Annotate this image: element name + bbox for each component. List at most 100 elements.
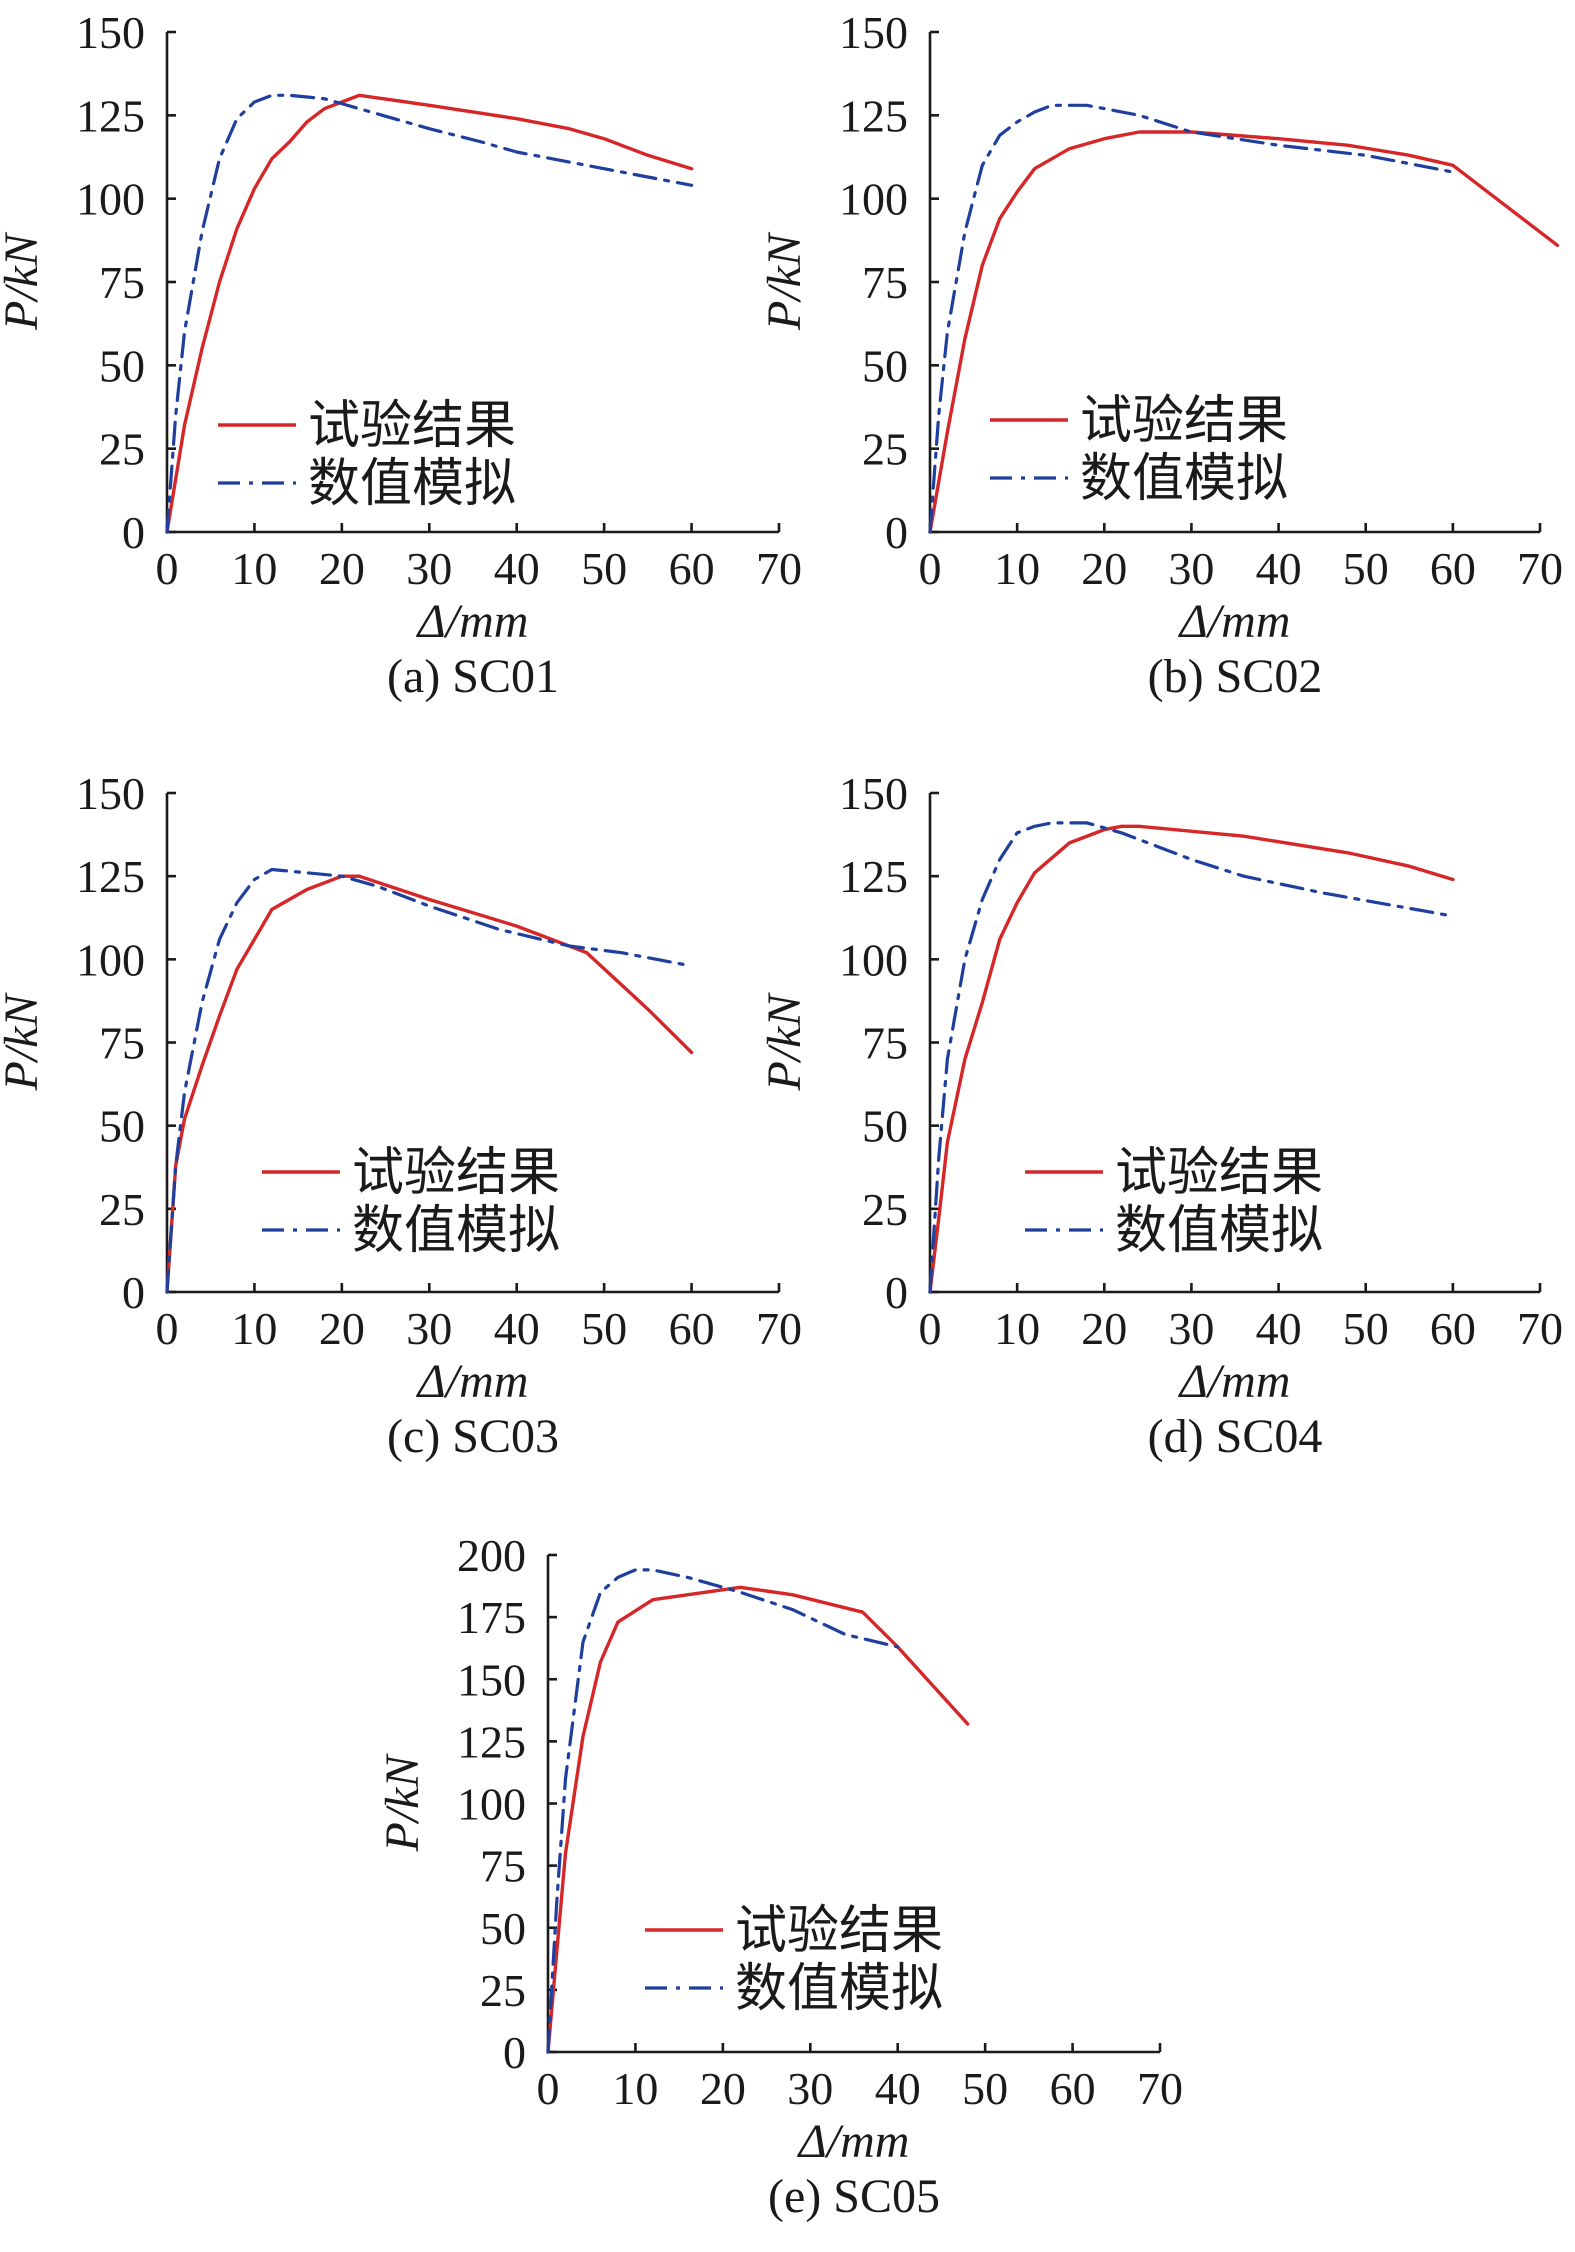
x-axis-label: Δ/mm: [1178, 595, 1291, 648]
legend-label: 试验结果: [735, 1901, 943, 1961]
y-tick-label: 100: [76, 934, 145, 985]
x-tick-label: 20: [700, 2063, 746, 2114]
series-line-simulation: [546, 1568, 900, 2054]
y-tick-label: 50: [480, 1903, 526, 1954]
x-tick-label: 40: [494, 543, 540, 594]
chart-panel-2: 0 10 20 30 40 50 60 70 0 25 50 75 100 125 150 Δ/mm P/kN (…: [758, 7, 1563, 703]
x-tick-label: 0: [919, 1303, 942, 1354]
y-tick-label: 150: [839, 768, 908, 819]
series-line-test: [165, 93, 694, 534]
x-tick-label: 30: [1168, 543, 1214, 594]
chart-panel-5: 0 10 20 30 40 50 60 700255075100125150175200Δ/m…: [376, 1530, 1183, 2223]
legend-label: 数值模拟: [352, 1201, 560, 1261]
y-tick-label: 150: [76, 768, 145, 819]
x-tick-label: 70: [1517, 543, 1563, 594]
x-axis-label: Δ/mm: [416, 595, 529, 648]
legend-label: 数值模拟: [308, 454, 516, 514]
series-line-simulation: [928, 103, 1455, 534]
y-tick-label: 200: [457, 1530, 526, 1581]
legend-label: 数值模拟: [1080, 449, 1288, 509]
panel-caption: (a) SC01: [387, 650, 559, 703]
x-tick-label: 40: [1256, 543, 1302, 594]
x-tick-label: 20: [319, 1303, 365, 1354]
legend-label: 数值模拟: [1115, 1201, 1323, 1261]
y-axis-label: P/kN: [758, 231, 811, 331]
x-tick-label: 60: [669, 1303, 715, 1354]
y-tick-label: 25: [480, 1965, 526, 2016]
x-tick-label: 20: [1081, 1303, 1127, 1354]
legend-label: 试验结果: [1080, 391, 1288, 451]
y-tick-label: 50: [862, 1101, 908, 1152]
x-tick-label: 10: [994, 543, 1040, 594]
x-axis-label: Δ/mm: [797, 2115, 910, 2168]
panel-caption: (e) SC05: [768, 2170, 940, 2223]
y-axis-label: P/kN: [376, 1753, 429, 1853]
x-tick-label: 0: [537, 2063, 560, 2114]
series-line-test: [928, 824, 1455, 1294]
x-tick-label: 60: [1430, 543, 1476, 594]
y-tick-label: 25: [862, 1184, 908, 1235]
y-axis-label: P/kN: [0, 231, 48, 331]
x-tick-label: 0: [919, 543, 942, 594]
x-tick-label: 70: [1137, 2063, 1183, 2114]
y-tick-label: 100: [76, 174, 145, 225]
chart-panel-3: 0 10 20 30 40 50 60 70 0 25 50 75 100 125 150 Δ/mm P/kN (…: [0, 768, 802, 1463]
x-tick-label: 60: [1430, 1303, 1476, 1354]
y-tick-label: 125: [76, 90, 145, 141]
x-tick-label: 50: [962, 2063, 1008, 2114]
y-tick-label: 75: [862, 1018, 908, 1069]
x-tick-label: 0: [156, 1303, 179, 1354]
series-line-test: [165, 874, 694, 1294]
y-tick-label: 125: [76, 851, 145, 902]
panel-caption: (d) SC04: [1148, 1410, 1323, 1463]
chart-panel-1: 0 10 20 30 40 50 60 70 0 25 50 75 100 125 150 Δ/mm P/kN (…: [0, 7, 802, 703]
legend-label: 数值模拟: [735, 1959, 943, 2019]
x-tick-label: 40: [875, 2063, 921, 2114]
y-axis-label: P/kN: [0, 992, 48, 1092]
y-tick-label: 125: [457, 1716, 526, 1767]
x-tick-label: 0: [156, 543, 179, 594]
series-line-test: [928, 130, 1560, 534]
y-tick-label: 150: [457, 1654, 526, 1705]
x-tick-label: 70: [756, 543, 802, 594]
y-tick-label: 75: [99, 257, 145, 308]
series-line-simulation: [928, 821, 1455, 1294]
legend-label: 试验结果: [352, 1143, 560, 1203]
x-tick-label: 50: [581, 543, 627, 594]
x-tick-label: 70: [756, 1303, 802, 1354]
legend-label: 试验结果: [1115, 1143, 1323, 1203]
x-tick-label: 30: [1168, 1303, 1214, 1354]
x-tick-label: 50: [1343, 1303, 1389, 1354]
x-tick-label: 50: [581, 1303, 627, 1354]
y-tick-label: 75: [862, 257, 908, 308]
y-tick-label: 0: [885, 507, 908, 558]
y-tick-label: 125: [839, 90, 908, 141]
series-line-simulation: [165, 867, 694, 1294]
y-tick-label: 25: [862, 424, 908, 475]
series-line-simulation: [165, 93, 694, 534]
y-tick-label: 25: [99, 1184, 145, 1235]
x-tick-label: 60: [1050, 2063, 1096, 2114]
x-tick-label: 20: [319, 543, 365, 594]
x-axis-label: Δ/mm: [1178, 1355, 1291, 1408]
x-tick-label: 30: [406, 1303, 452, 1354]
y-tick-label: 50: [99, 340, 145, 391]
x-tick-label: 70: [1517, 1303, 1563, 1354]
x-tick-label: 40: [494, 1303, 540, 1354]
y-tick-label: 0: [122, 1267, 145, 1318]
y-tick-label: 0: [885, 1267, 908, 1318]
x-tick-label: 60: [669, 543, 715, 594]
y-tick-label: 25: [99, 424, 145, 475]
y-tick-label: 100: [839, 174, 908, 225]
series-line-test: [546, 1585, 970, 2054]
x-tick-label: 10: [231, 1303, 277, 1354]
y-tick-label: 150: [76, 7, 145, 58]
x-tick-label: 30: [406, 543, 452, 594]
y-tick-label: 50: [862, 340, 908, 391]
y-tick-label: 50: [99, 1101, 145, 1152]
